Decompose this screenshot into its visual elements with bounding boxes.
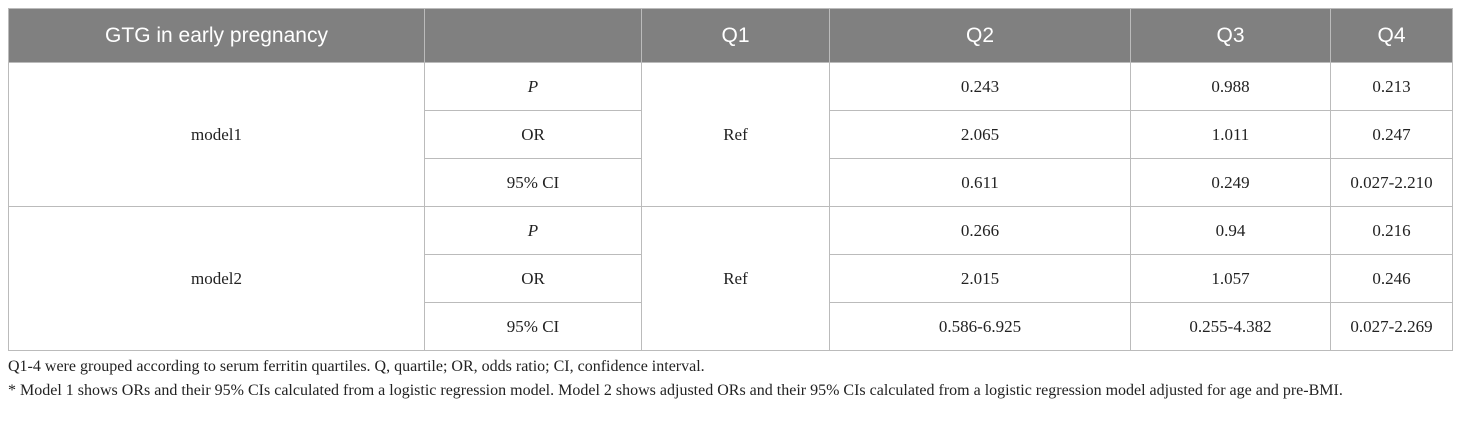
footnote: * Model 1 shows ORs and their 95% CIs ca… <box>8 382 1343 399</box>
stat-cell: OR <box>424 254 642 303</box>
header-cell: Q4 <box>1330 8 1453 63</box>
value-cell: 0.988 <box>1130 62 1331 111</box>
model-cell: model2 <box>8 206 425 351</box>
value-cell: 0.246 <box>1330 254 1453 303</box>
ref-cell: Ref <box>641 62 830 207</box>
value-cell: 2.065 <box>829 110 1131 159</box>
ref-cell: Ref <box>641 206 830 351</box>
value-cell: 0.586-6.925 <box>829 302 1131 351</box>
value-cell: 0.216 <box>1330 206 1453 255</box>
table-row: 95% CI 0.586-6.925 0.255-4.382 0.027-2.269 <box>9 302 1453 351</box>
value-cell: 0.243 <box>829 62 1131 111</box>
header-row: GTG in early pregnancy Q1 Q2 Q3 Q4 <box>8 8 1453 63</box>
value-cell: 1.011 <box>1130 110 1331 159</box>
header-cell: Q2 <box>829 8 1131 63</box>
table-row: OR 2.015 1.057 0.246 <box>9 254 1453 303</box>
table-row: model1 P Ref 0.243 0.988 0.213 <box>8 62 1453 207</box>
value-cell: 0.027-2.210 <box>1330 158 1453 207</box>
footnote: Q1-4 were grouped according to serum fer… <box>8 358 705 375</box>
value-cell: 0.266 <box>829 206 1131 255</box>
stat-cell: OR <box>424 110 642 159</box>
stat-cell: 95% CI <box>424 158 642 207</box>
stat-cell: 95% CI <box>424 302 642 351</box>
value-cell: 0.027-2.269 <box>1330 302 1453 351</box>
value-cell: 0.611 <box>829 158 1131 207</box>
value-cell: 0.213 <box>1330 62 1453 111</box>
header-cell: Q1 <box>641 8 830 63</box>
table-body: model1 P Ref 0.243 0.988 0.213 OR 2.065 1.011 0.2… <box>8 62 1453 351</box>
model-cell: model1 <box>8 62 425 207</box>
table-row: model2 P Ref 0.266 0.94 0.216 <box>8 206 1453 351</box>
value-cell: 1.057 <box>1130 254 1331 303</box>
table-row: 95% CI 0.611 0.249 0.027-2.210 <box>9 158 1453 207</box>
results-table: GTG in early pregnancy Q1 Q2 Q3 Q4 model… <box>8 8 1453 351</box>
value-cell: 0.94 <box>1130 206 1331 255</box>
header-cell: GTG in early pregnancy <box>8 8 425 63</box>
table-row: OR 2.065 1.011 0.247 <box>9 110 1453 159</box>
value-cell: 0.255-4.382 <box>1130 302 1331 351</box>
value-cell: 2.015 <box>829 254 1131 303</box>
stat-cell: P <box>424 206 642 255</box>
stat-cell: P <box>424 62 642 111</box>
header-cell <box>424 8 642 63</box>
header-cell: Q3 <box>1130 8 1331 63</box>
value-cell: 0.249 <box>1130 158 1331 207</box>
value-cell: 0.247 <box>1330 110 1453 159</box>
